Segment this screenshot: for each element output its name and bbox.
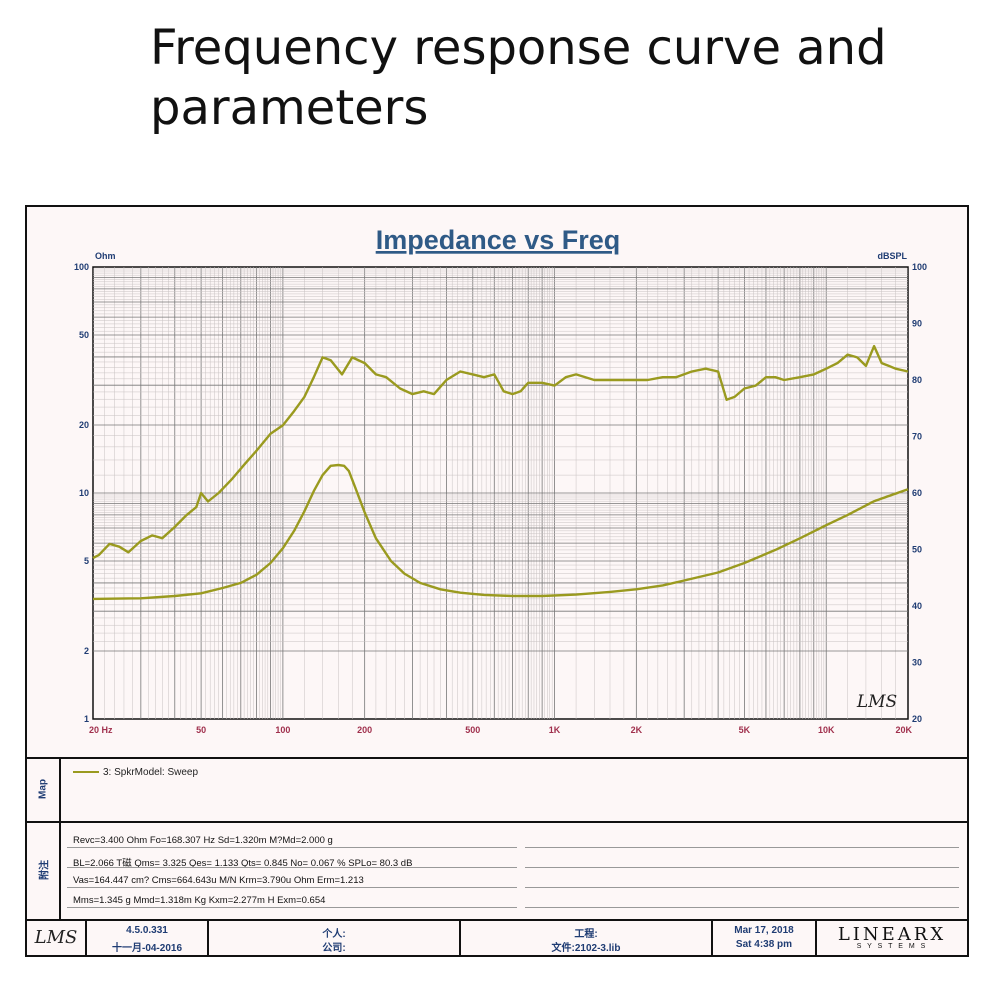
y-right-tick-label: 60 <box>912 488 922 498</box>
param-row: Mms=1.345 g Mmd=1.318m Kg Kxm=2.277m H E… <box>73 895 326 906</box>
x-tick-label: 200 <box>357 725 372 735</box>
file-label: 文件:2102-3.lib <box>551 943 621 954</box>
x-tick-label: 10K <box>818 725 835 735</box>
y-left-tick-label: 50 <box>79 330 89 340</box>
y-right-tick-label: 100 <box>912 262 927 272</box>
x-tick-label: 2K <box>631 725 643 735</box>
x-tick-label: 100 <box>275 725 290 735</box>
lms-watermark: LMS <box>856 692 897 712</box>
y-left-tick-label: 20 <box>79 420 89 430</box>
params-side-label: 附注 <box>27 821 61 919</box>
impedance-chart: Impedance vs Freq Ohm dBSPL 20 Hz 50 100 20… <box>74 225 927 735</box>
map-side-label: Map <box>27 757 61 821</box>
tick-labels: 20 Hz 50 100 200 500 1K 2K 5K 10K 20K 1 2 5 10 20 50 100… <box>74 262 927 735</box>
y-left-tick-label: 1 <box>84 714 89 724</box>
param-line <box>67 887 517 888</box>
company-label: 公司: <box>322 943 346 954</box>
footer-version-cell: 4.5.0.331 十一月-04-2016 <box>87 921 209 955</box>
x-tick-label: 500 <box>465 725 480 735</box>
x-tick-label: 20 Hz <box>89 725 113 735</box>
spl-response-line <box>92 344 909 560</box>
right-axis-unit: dBSPL <box>877 251 907 261</box>
y-right-tick-label: 30 <box>912 658 922 668</box>
param-row: Vas=164.447 cm? Cms=664.643u M/N Krm=3.7… <box>73 875 364 886</box>
map-entry-label: 3: SpkrModel: Sweep <box>103 767 199 778</box>
param-line <box>525 887 959 888</box>
chart-frame: Impedance vs Freq Ohm dBSPL 20 Hz 50 100 20… <box>25 205 969 957</box>
brand-logo: LINEARX <box>837 924 947 945</box>
params-top-divider <box>27 821 967 823</box>
personal-label: 个人: <box>322 929 346 940</box>
param-row: BL=2.066 T磁 Qms= 3.325 Qes= 1.133 Qts= 0… <box>73 858 413 869</box>
x-tick-label: 1K <box>549 725 561 735</box>
param-line <box>67 867 517 868</box>
footer-date: Mar 17, 2018 <box>734 925 794 936</box>
param-line <box>525 847 959 848</box>
param-line <box>525 867 959 868</box>
param-line <box>67 847 517 848</box>
footer-logo: LMS <box>34 927 78 948</box>
y-right-tick-label: 50 <box>912 545 922 555</box>
y-left-tick-label: 100 <box>74 262 89 272</box>
footer-logo-cell: LMS <box>27 921 87 955</box>
series-swatch <box>73 771 99 774</box>
map-entry: 3: SpkrModel: Sweep <box>73 767 198 778</box>
brand-subtitle: S Y S T E M S <box>856 943 928 950</box>
project-label: 工程: <box>574 929 598 940</box>
impedance-line <box>92 463 909 601</box>
chart-title: Impedance vs Freq <box>376 225 621 255</box>
x-tick-label: 50 <box>196 725 206 735</box>
param-row: Revc=3.400 Ohm Fo=168.307 Hz Sd=1.320m M… <box>73 835 333 846</box>
x-tick-label: 20K <box>895 725 912 735</box>
series-layer <box>92 344 909 601</box>
footer-top-divider <box>27 919 967 921</box>
param-line <box>67 907 517 908</box>
footer-date-cell: Mar 17, 2018 Sat 4:38 pm <box>713 921 817 955</box>
footer-brand-cell: LINEARX S Y S T E M S <box>817 921 967 955</box>
y-left-tick-label: 5 <box>84 556 89 566</box>
y-left-tick-label: 2 <box>84 646 89 656</box>
y-left-tick-label: 10 <box>79 488 89 498</box>
param-line <box>525 907 959 908</box>
footer-person-cell: 个人: 公司: <box>209 921 461 955</box>
footer-time: Sat 4:38 pm <box>735 939 793 950</box>
grid <box>92 266 909 720</box>
y-right-tick-label: 90 <box>912 319 922 329</box>
y-right-tick-label: 80 <box>912 375 922 385</box>
map-top-divider <box>27 757 967 759</box>
x-tick-label: 5K <box>739 725 751 735</box>
y-right-tick-label: 20 <box>912 714 922 724</box>
y-right-tick-label: 40 <box>912 601 922 611</box>
y-right-tick-label: 70 <box>912 432 922 442</box>
build-date: 十一月-04-2016 <box>111 943 183 954</box>
left-axis-unit: Ohm <box>95 251 116 261</box>
footer-project-cell: 工程: 文件:2102-3.lib <box>461 921 713 955</box>
version: 4.5.0.331 <box>126 925 168 936</box>
page-title: Frequency response curve and parameters <box>150 20 887 136</box>
